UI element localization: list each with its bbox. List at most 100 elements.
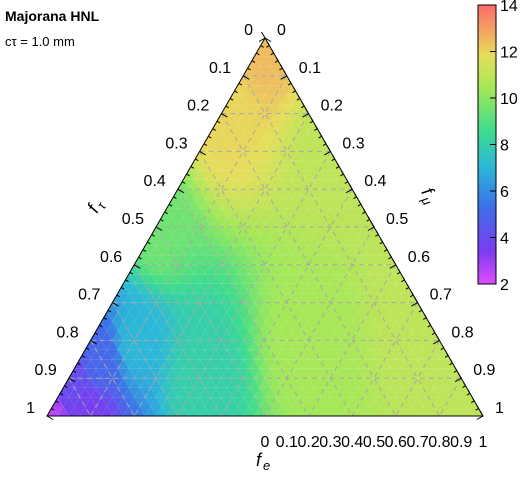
heat-cell: [205, 302, 216, 313]
heat-cell: [215, 340, 227, 350]
heat-cell: [297, 208, 309, 218]
heat-cell: [346, 397, 358, 407]
heat-cell: [346, 359, 358, 369]
axis-tick: [428, 321, 432, 326]
heat-cell: [123, 340, 135, 350]
heat-cell: [379, 359, 391, 369]
heat-cell: [303, 406, 315, 416]
heat-cell: [221, 321, 233, 331]
heat-cell: [265, 227, 276, 237]
heat-cell: [134, 378, 146, 388]
heat-cell: [161, 302, 173, 313]
heat-cell: [335, 387, 347, 398]
heat-cell: [232, 160, 244, 171]
heat-cell: [112, 330, 124, 341]
heat-cell: [156, 255, 167, 265]
heat-cell: [210, 274, 222, 284]
heat-cell: [335, 179, 347, 190]
heat-cell: [205, 227, 216, 237]
heat-cell: [341, 236, 353, 246]
heat-cell: [210, 312, 222, 322]
heat-cell: [390, 359, 402, 369]
heat-cell: [166, 302, 178, 313]
heat-cell: [275, 85, 287, 95]
heat-cell: [259, 264, 271, 275]
heat-cell: [390, 406, 402, 416]
heat-cell: [243, 179, 255, 190]
heat-cell: [319, 397, 331, 407]
heat-cell: [259, 113, 271, 124]
heat-cell: [319, 359, 331, 369]
heat-cell: [194, 264, 206, 275]
heat-cell: [254, 85, 265, 95]
heat-cell: [259, 141, 271, 152]
heat-cell: [314, 349, 325, 360]
heat-cell: [259, 179, 271, 190]
grid-line: [264, 226, 375, 417]
heat-cell: [134, 340, 146, 350]
heat-cell: [205, 321, 216, 331]
right-tick-label: 0.3: [342, 135, 364, 152]
right-tick-label: 0.1: [299, 60, 321, 77]
heat-cell: [183, 236, 195, 246]
heat-cell: [395, 330, 407, 341]
heat-cell: [412, 397, 424, 407]
heat-cell: [324, 397, 336, 407]
heat-cell: [226, 340, 238, 350]
heat-cell: [188, 330, 200, 341]
heat-cell: [166, 264, 178, 275]
heat-cell: [188, 302, 200, 313]
axis-tick: [64, 385, 68, 388]
heat-cell: [254, 94, 265, 105]
heat-cell: [275, 406, 287, 416]
heat-cell: [275, 293, 287, 303]
heat-cell: [363, 302, 374, 313]
heat-cell: [346, 217, 358, 227]
heat-cell: [199, 293, 211, 303]
heat-cell: [390, 387, 402, 398]
heat-cell: [265, 85, 276, 95]
heat-cell: [254, 312, 265, 322]
heat-cell: [188, 189, 200, 199]
heat-cell: [117, 397, 129, 407]
heat-cell: [205, 255, 216, 265]
axis-tick: [77, 362, 81, 366]
heat-cell: [199, 368, 211, 379]
heat-cell: [90, 359, 102, 369]
heat-cell: [270, 330, 282, 341]
heat-cell: [292, 160, 304, 171]
heat-cell: [150, 321, 162, 331]
heat-cell: [210, 293, 222, 303]
heat-cell: [215, 302, 227, 313]
heat-cell: [412, 321, 424, 331]
heat-cell: [248, 75, 260, 86]
heat-cell: [286, 198, 298, 209]
heat-cell: [221, 123, 233, 133]
heat-cell: [248, 132, 260, 142]
heat-cell: [232, 378, 244, 388]
axis-tick: [267, 42, 270, 46]
heat-cell: [265, 47, 276, 57]
heat-cell: [194, 255, 206, 265]
right-tick-label: 0.9: [473, 362, 495, 379]
heat-cell: [172, 189, 184, 199]
heat-cell: [74, 387, 86, 398]
heat-cell: [374, 321, 385, 331]
heat-cell: [232, 359, 244, 369]
heat-cell: [183, 227, 195, 237]
heat-cell: [390, 330, 402, 341]
heat-cell: [254, 189, 265, 199]
heat-cell: [243, 170, 255, 180]
axis-tick: [366, 219, 370, 222]
heat-cell: [177, 236, 189, 246]
heat-cell: [188, 321, 200, 331]
right-axis-tick-labels: 10.90.80.70.60.50.40.30.20.10: [277, 22, 504, 417]
heat-cell: [106, 378, 118, 388]
axis-tick: [466, 392, 471, 396]
heat-cell: [134, 330, 146, 341]
heat-cell: [281, 264, 293, 275]
heat-cell: [210, 321, 222, 331]
heat-cell: [281, 94, 293, 105]
heat-cell: [368, 236, 380, 246]
heat-cell: [374, 264, 385, 275]
